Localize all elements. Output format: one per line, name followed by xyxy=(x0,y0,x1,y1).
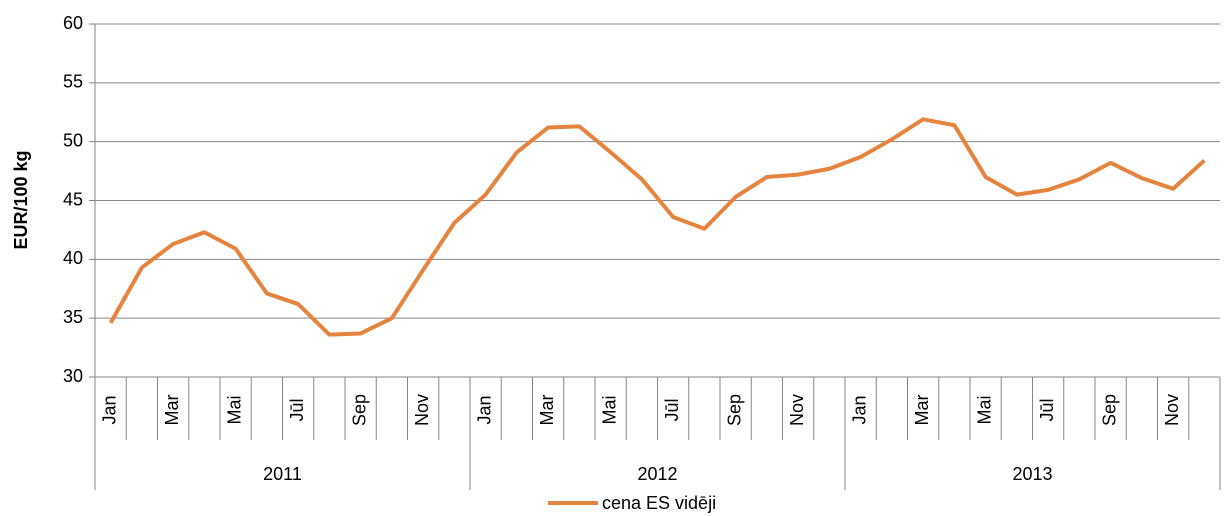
x-tick-label: Nov xyxy=(1162,394,1182,426)
y-tick-label: 35 xyxy=(63,307,83,327)
y-axis-label: EUR/100 kg xyxy=(11,150,31,249)
y-tick-label: 60 xyxy=(63,13,83,33)
year-label: 2013 xyxy=(1012,464,1052,484)
y-tick-label: 40 xyxy=(63,248,83,268)
y-tick-label: 45 xyxy=(63,189,83,209)
year-label: 2011 xyxy=(263,464,302,484)
x-tick-label: Sep xyxy=(724,394,744,426)
x-tick-label: Nov xyxy=(412,394,432,426)
x-tick-label: Jan xyxy=(849,395,869,424)
x-tick-label: Sep xyxy=(1099,394,1119,426)
y-tick-label: 50 xyxy=(63,130,83,150)
y-tick-label: 55 xyxy=(63,72,83,92)
x-tick-label: Mar xyxy=(162,394,182,425)
x-tick-label: Jūl xyxy=(1037,398,1057,421)
x-tick-label: Mar xyxy=(912,394,932,425)
legend-label: cena ES vidēji xyxy=(602,493,716,513)
x-tick-label: Jan xyxy=(99,395,119,424)
x-tick-label: Jūl xyxy=(662,398,682,421)
y-tick-label: 30 xyxy=(63,366,83,386)
x-tick-label: Mai xyxy=(599,395,619,424)
x-tick-label: Sep xyxy=(349,394,369,426)
x-tick-label: Nov xyxy=(787,394,807,426)
x-tick-label: Jūl xyxy=(287,398,307,421)
x-tick-label: Mai xyxy=(224,395,244,424)
x-tick-label: Jan xyxy=(474,395,494,424)
x-tick-label: Mai xyxy=(974,395,994,424)
x-tick-label: Mar xyxy=(537,394,557,425)
year-label: 2012 xyxy=(637,464,677,484)
data-line xyxy=(108,117,1206,337)
